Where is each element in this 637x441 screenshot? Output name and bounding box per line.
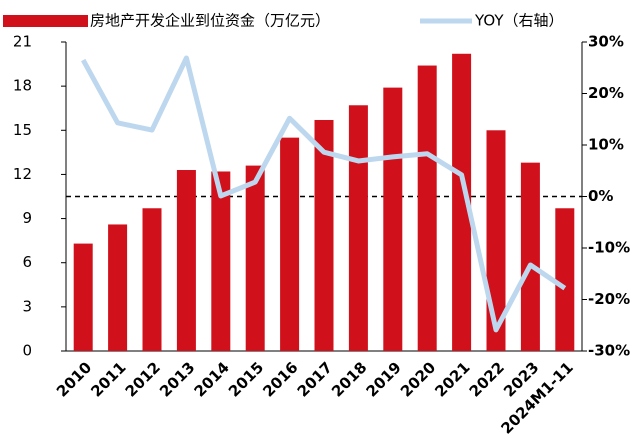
bar	[245, 165, 265, 351]
bar	[211, 171, 231, 351]
x-tick-label: 2014	[191, 358, 233, 400]
legend-label: YOY（右轴）	[474, 12, 564, 30]
y2-tick-label: -30%	[588, 342, 630, 360]
legend-swatch	[3, 15, 88, 27]
y-tick-label: 21	[13, 33, 32, 51]
bar	[280, 137, 300, 351]
x-tick-label: 2019	[363, 358, 405, 400]
y-tick-label: 3	[22, 297, 32, 315]
x-tick-label: 2021	[431, 358, 473, 400]
x-tick-label: 2020	[397, 358, 439, 400]
y2-tick-label: 20%	[588, 84, 624, 102]
y2-tick-label: -10%	[588, 239, 630, 257]
x-tick-label: 2011	[87, 358, 129, 400]
bar	[520, 162, 540, 351]
bar	[108, 224, 128, 351]
y-tick-label: 15	[13, 121, 32, 139]
bar	[348, 105, 368, 352]
y2-tick-label: -20%	[588, 290, 630, 308]
bar	[452, 53, 472, 352]
x-tick-label: 2010	[53, 358, 95, 400]
y-tick-label: 18	[13, 77, 32, 95]
y-tick-label: 6	[22, 253, 32, 271]
x-tick-label: 2015	[225, 358, 267, 400]
bar	[417, 65, 437, 352]
bar	[383, 87, 403, 351]
bar	[486, 130, 506, 351]
bar	[314, 119, 334, 351]
line	[81, 55, 567, 333]
y-tick-label: 12	[13, 165, 32, 183]
y2-tick-label: 10%	[588, 136, 624, 154]
x-tick-label: 2018	[328, 358, 370, 400]
x-tick-label: 2012	[122, 358, 164, 400]
bar	[555, 208, 575, 351]
x-tick-label: 2017	[294, 358, 336, 400]
x-tick-label: 2016	[259, 358, 301, 400]
y-tick-label: 9	[22, 209, 32, 227]
bar	[73, 243, 93, 351]
y2-tick-label: 30%	[588, 33, 624, 51]
y-tick-label: 0	[22, 342, 32, 360]
x-tick-label: 2022	[466, 358, 508, 400]
bar	[176, 170, 196, 351]
y2-tick-label: 0%	[588, 187, 613, 205]
legend-label: 房地产开发企业到位资金（万亿元）	[90, 12, 330, 30]
bar	[142, 208, 162, 351]
x-tick-label: 2013	[156, 358, 198, 400]
